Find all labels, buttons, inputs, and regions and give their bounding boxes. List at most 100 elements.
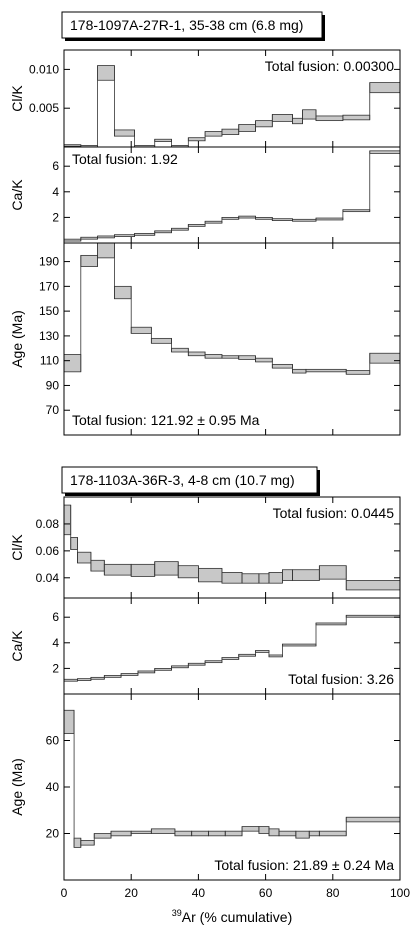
y-tick-label: 170 [39, 279, 59, 293]
step-box [171, 665, 189, 669]
step-box [255, 650, 270, 653]
total-fusion-annotation: Total fusion: 21.89 ± 0.24 Ma [214, 857, 394, 873]
sample-label-box [61, 466, 318, 494]
total-fusion-annotation: Total fusion: 3.26 [288, 671, 394, 687]
step-box [315, 217, 344, 221]
step-box [171, 227, 189, 231]
step-box [130, 326, 152, 334]
step-box [63, 238, 82, 242]
step-box [137, 670, 156, 674]
step-box [197, 567, 223, 583]
panel-frame [63, 242, 401, 436]
y-tick-label: 6 [52, 610, 59, 624]
step-box [345, 816, 401, 823]
y-tick-label: 4 [52, 185, 59, 199]
y-tick-label: 40 [46, 780, 60, 794]
step-box [63, 709, 75, 734]
step-box [315, 115, 344, 122]
step-box [154, 230, 172, 234]
step-box [97, 235, 115, 239]
step-box [258, 826, 270, 834]
y-axis-label: Cl/K [9, 534, 25, 561]
total-fusion-annotation: Total fusion: 0.0445 [273, 505, 395, 521]
sample-group-2: 178-1103A-36R-3, 4-8 cm (10.7 mg)0.040.0… [9, 466, 401, 881]
step-box [70, 537, 78, 550]
step-box [342, 114, 371, 121]
x-tick-label: 80 [326, 886, 340, 900]
y-axis-label: Age (Ma) [9, 310, 25, 368]
step-box [114, 234, 135, 237]
step-box [110, 830, 132, 837]
panel-age: 70 90 110 130 150 170 190 Age (Ma) Total fusion:… [9, 242, 401, 436]
step-box [281, 569, 293, 581]
total-fusion-annotation: Total fusion: 1.92 [72, 151, 178, 167]
step-box [77, 551, 92, 564]
total-fusion-annotation: Total fusion: 121.92 ± 0.95 Ma [72, 412, 260, 428]
step-box [308, 830, 320, 837]
step-box [221, 216, 240, 220]
step-box [187, 224, 206, 227]
y-tick-label: 2 [52, 661, 59, 675]
y-axis-label: Cl/K [9, 85, 25, 112]
step-box [90, 676, 105, 680]
step-box [318, 830, 347, 837]
step-box [77, 678, 92, 681]
y-axis-label: Ca/K [9, 179, 25, 211]
step-box [204, 660, 223, 664]
step-box [302, 109, 317, 120]
y-axis-label: Age (Ma) [9, 758, 25, 816]
step-box [238, 355, 256, 360]
step-box [130, 830, 152, 834]
step-box [241, 826, 260, 832]
step-box [238, 653, 256, 657]
y-tick-label: 6 [52, 159, 59, 173]
step-box [369, 352, 401, 364]
total-fusion-annotation: Total fusion: 0.00300 [265, 58, 394, 74]
x-tick-label: 100 [390, 886, 410, 900]
y-tick-label: 150 [39, 304, 59, 318]
step-box [221, 572, 243, 584]
step-box [345, 614, 401, 618]
x-tick-label: 60 [259, 886, 273, 900]
y-tick-label: 0.005 [29, 101, 59, 115]
y-tick-label: 0.06 [36, 544, 60, 558]
step-box [345, 580, 401, 591]
step-box [204, 220, 223, 224]
sample-label: 178-1097A-27R-1, 35-38 cm (6.8 mg) [70, 17, 303, 33]
step-box [369, 82, 401, 94]
y-tick-label: 70 [46, 403, 60, 417]
step-box [80, 254, 99, 267]
step-box [268, 572, 283, 584]
step-box [177, 565, 199, 579]
step-box [295, 830, 310, 839]
step-box [103, 563, 132, 576]
step-box [114, 285, 132, 300]
step-box [63, 678, 78, 682]
step-box [305, 368, 347, 373]
step-box [292, 368, 307, 374]
step-box [171, 347, 189, 353]
step-box [130, 563, 156, 577]
sample-label: 178-1103A-36R-3, 4-8 cm (10.7 mg) [70, 472, 295, 488]
step-box [224, 830, 243, 837]
step-box [315, 622, 347, 626]
step-box [97, 242, 115, 259]
x-axis-label: 39Ar (% cumulative) [172, 908, 292, 925]
step-box [278, 830, 297, 837]
panel-cak: 2 4 6 Ca/K Total fusion: 3.26 [9, 597, 401, 695]
step-box [281, 643, 317, 647]
step-box [154, 561, 179, 576]
y-tick-label: 190 [39, 255, 59, 269]
step-box [134, 232, 156, 236]
x-axis: 0 20 40 60 80 100 39Ar (% cumulative) [61, 886, 411, 925]
x-tick-label: 20 [125, 886, 139, 900]
step-box [241, 573, 260, 584]
step-box [114, 129, 135, 137]
step-box [187, 662, 206, 666]
y-tick-label: 0.010 [29, 62, 59, 76]
y-tick-label: 60 [46, 734, 60, 748]
step-box [187, 351, 206, 357]
step-box [150, 337, 172, 344]
y-tick-label: 20 [46, 827, 60, 841]
